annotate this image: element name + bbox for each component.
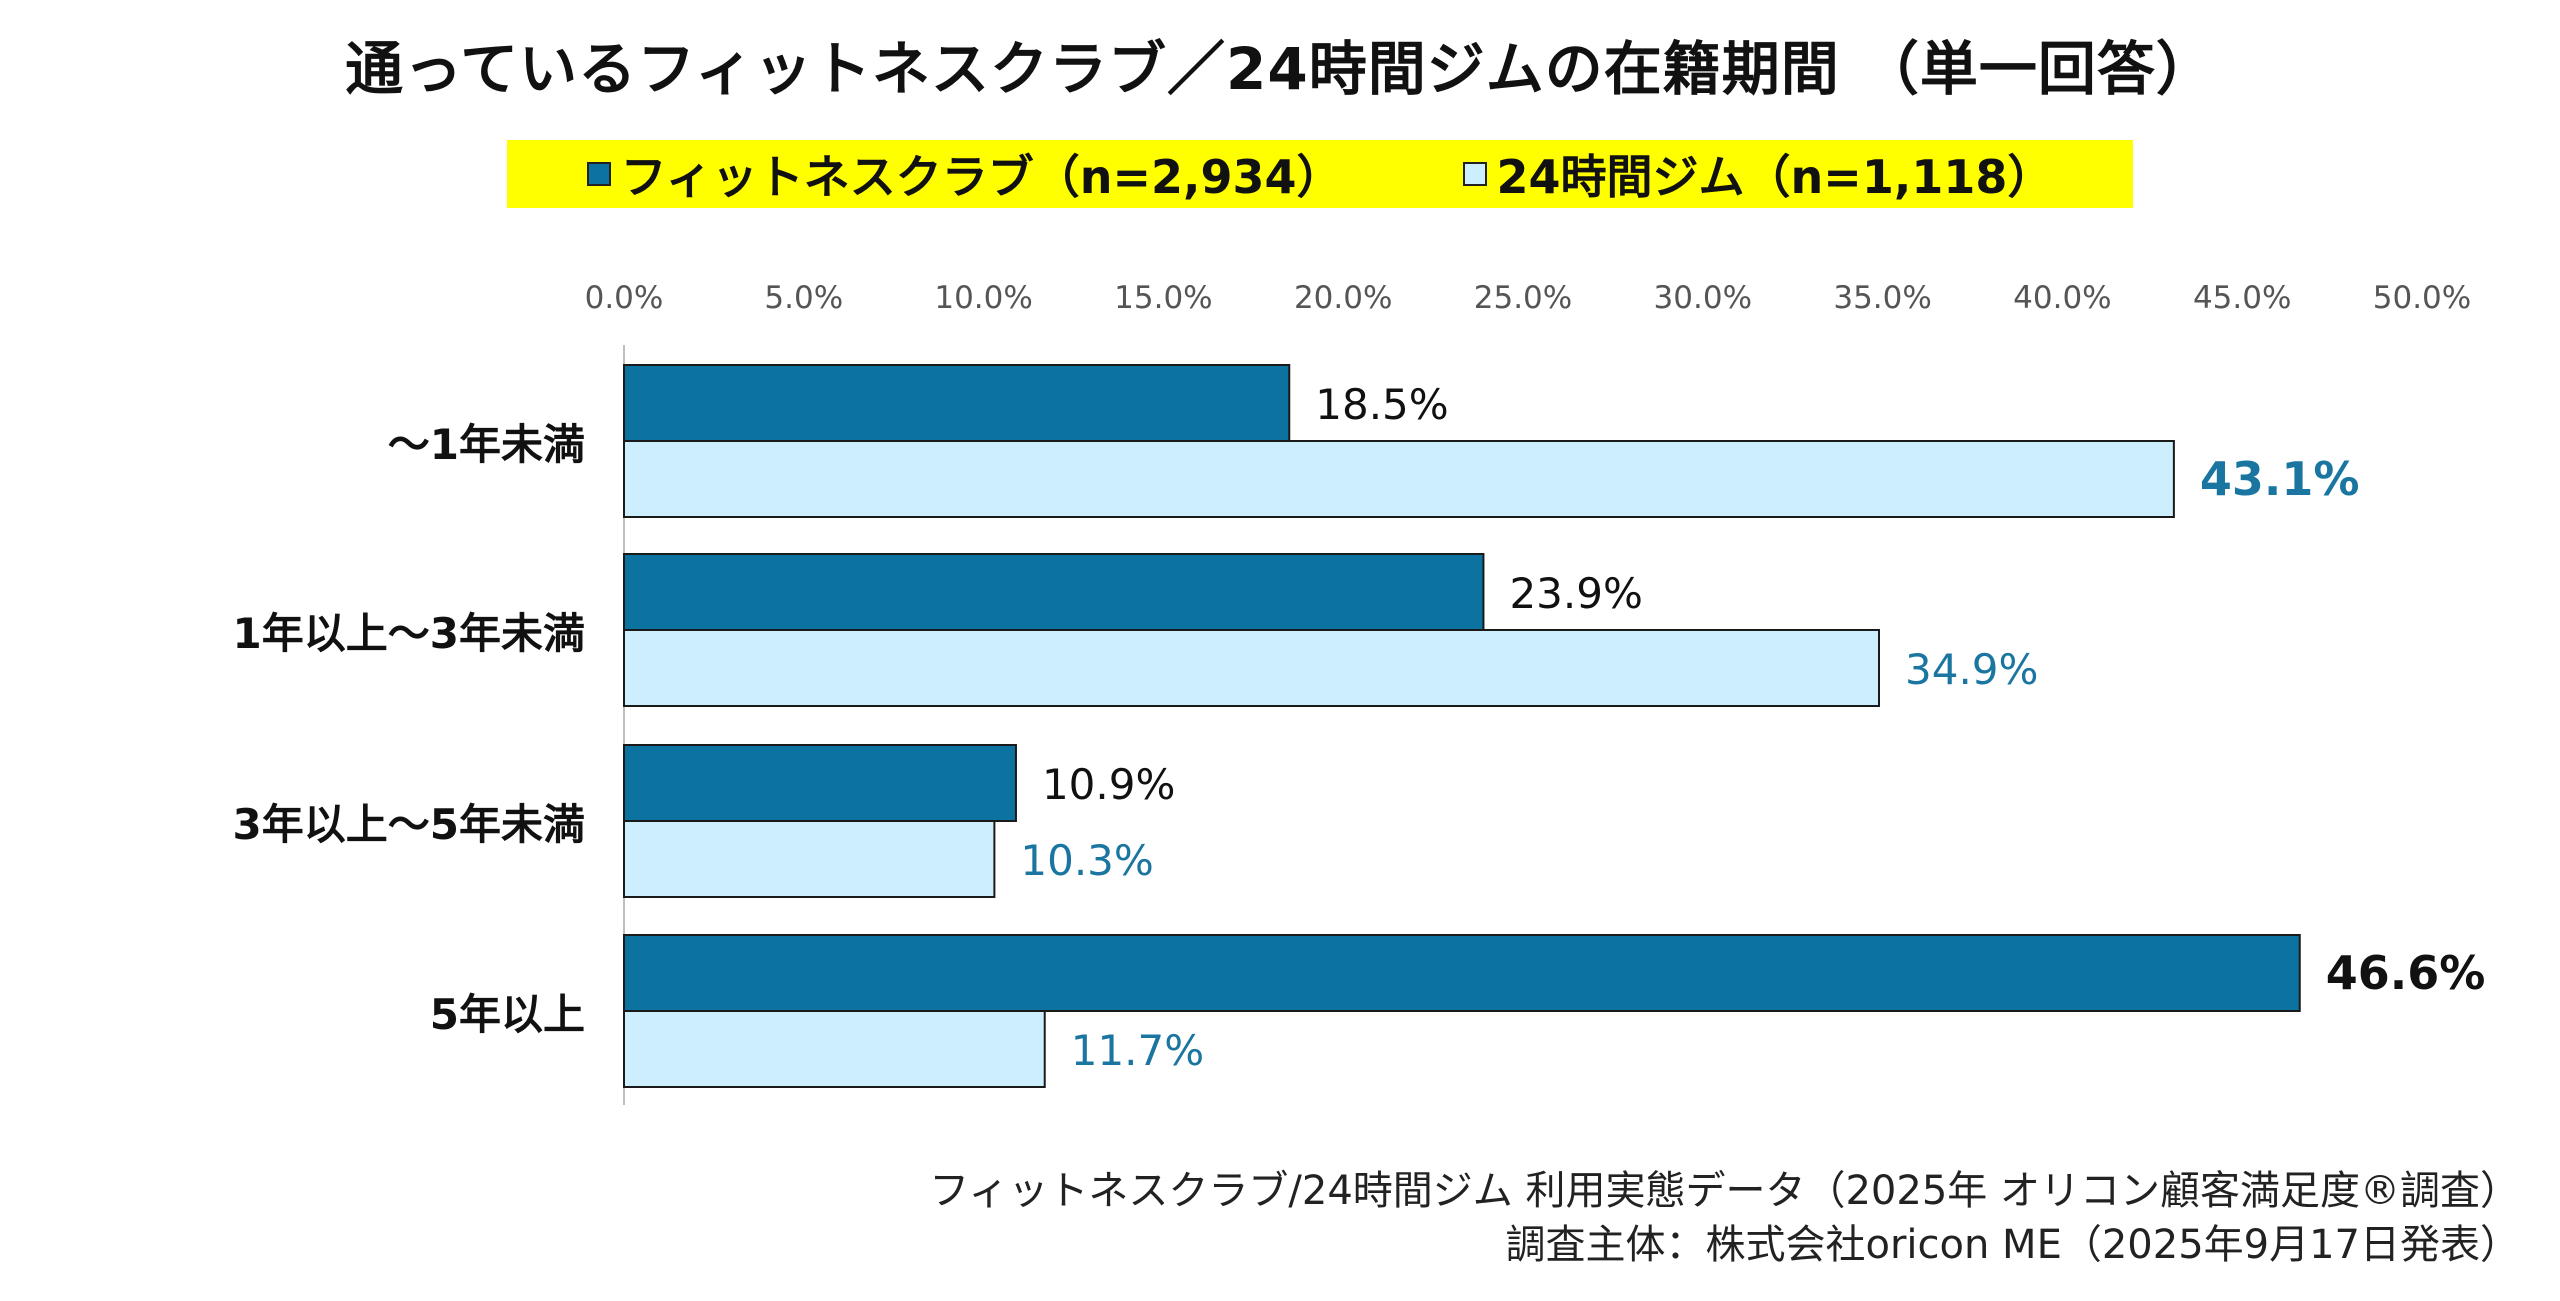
category-label: 3年以上～5年未満 — [233, 800, 585, 849]
legend-label-24h-gym: 24時間ジム（n=1,118） — [1496, 150, 2054, 204]
data-label: 34.9% — [1905, 645, 2038, 694]
data-label: 46.6% — [2326, 946, 2486, 1000]
data-label: 23.9% — [1509, 569, 1642, 618]
chart-title: 通っているフィットネスクラブ／24時間ジムの在籍期間 （単一回答） — [345, 35, 2215, 103]
x-tick-label: 30.0% — [1654, 280, 1752, 316]
x-tick-label: 25.0% — [1474, 280, 1572, 316]
data-label: 43.1% — [2200, 452, 2360, 506]
x-tick-label: 15.0% — [1114, 280, 1212, 316]
legend-swatch-fitness-club — [586, 162, 611, 186]
x-tick-label: 20.0% — [1294, 280, 1392, 316]
x-tick-label: 40.0% — [2013, 280, 2111, 316]
data-label: 18.5% — [1315, 380, 1448, 429]
x-tick-label: 50.0% — [2373, 280, 2471, 316]
legend-label-fitness-club: フィットネスクラブ（n=2,934） — [620, 150, 1343, 204]
legend: フィットネスクラブ（n=2,934） 24時間ジム（n=1,118） — [507, 140, 2133, 208]
bar-24h-gym — [623, 820, 996, 898]
bar-fitness-club — [623, 553, 1485, 631]
category-label: ～1年未満 — [388, 420, 585, 469]
legend-item-24h-gym: 24時間ジム（n=1,118） — [1462, 141, 2054, 207]
bar-fitness-club — [623, 934, 2301, 1012]
x-tick-label: 45.0% — [2193, 280, 2291, 316]
legend-swatch-24h-gym — [1462, 162, 1487, 186]
x-tick-label: 5.0% — [764, 280, 843, 316]
bar-24h-gym — [623, 1010, 1046, 1088]
data-label: 10.9% — [1042, 760, 1175, 809]
category-label: 5年以上 — [430, 990, 585, 1039]
x-tick-label: 10.0% — [934, 280, 1032, 316]
data-label: 10.3% — [1020, 836, 1153, 885]
x-tick-label: 35.0% — [1833, 280, 1931, 316]
bar-24h-gym — [623, 440, 2175, 518]
x-tick-label: 0.0% — [585, 280, 664, 316]
bar-fitness-club — [623, 744, 1017, 822]
source-note-line-2: 調査主体：株式会社oricon ME（2025年9月17日発表） — [1505, 1222, 2521, 1268]
bar-fitness-club — [623, 364, 1291, 442]
source-note-line-1: フィットネスクラブ/24時間ジム 利用実態データ（2025年 オリコン顧客満足度… — [929, 1168, 2520, 1214]
bar-24h-gym — [623, 629, 1881, 707]
data-label: 11.7% — [1071, 1026, 1204, 1075]
legend-item-fitness-club: フィットネスクラブ（n=2,934） — [586, 141, 1343, 207]
category-label: 1年以上～3年未満 — [233, 609, 585, 658]
